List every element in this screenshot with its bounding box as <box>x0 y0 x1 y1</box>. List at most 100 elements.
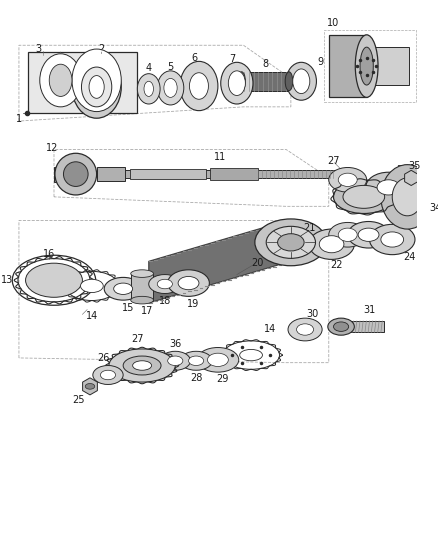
Ellipse shape <box>190 72 208 99</box>
Ellipse shape <box>377 180 400 195</box>
Ellipse shape <box>240 350 262 361</box>
Ellipse shape <box>197 348 239 372</box>
Text: 17: 17 <box>141 305 153 316</box>
Text: 12: 12 <box>46 143 58 152</box>
Ellipse shape <box>392 178 423 216</box>
Ellipse shape <box>266 227 315 259</box>
Ellipse shape <box>72 55 121 118</box>
Ellipse shape <box>228 71 245 95</box>
Text: 35: 35 <box>408 160 420 171</box>
Bar <box>131 273 153 300</box>
Ellipse shape <box>180 61 218 111</box>
Bar <box>130 169 205 179</box>
Ellipse shape <box>370 224 415 255</box>
Text: 7: 7 <box>229 53 235 63</box>
Ellipse shape <box>360 47 373 85</box>
Text: 26: 26 <box>97 353 110 363</box>
Ellipse shape <box>138 74 160 104</box>
Text: 2: 2 <box>98 44 105 54</box>
Text: 32: 32 <box>339 168 351 178</box>
Bar <box>417 210 430 222</box>
Bar <box>97 167 125 181</box>
Ellipse shape <box>25 263 82 297</box>
Ellipse shape <box>343 185 385 208</box>
Ellipse shape <box>168 270 209 296</box>
Text: 31: 31 <box>364 305 376 314</box>
Ellipse shape <box>288 318 322 341</box>
Ellipse shape <box>319 236 344 253</box>
Ellipse shape <box>338 228 357 241</box>
Ellipse shape <box>178 277 199 290</box>
Ellipse shape <box>338 173 357 187</box>
Text: 15: 15 <box>122 303 134 313</box>
Ellipse shape <box>123 356 161 375</box>
Ellipse shape <box>40 54 81 107</box>
Ellipse shape <box>278 233 304 251</box>
Ellipse shape <box>238 72 245 91</box>
Ellipse shape <box>285 72 293 91</box>
Ellipse shape <box>157 279 173 289</box>
Ellipse shape <box>358 228 379 241</box>
Text: 11: 11 <box>214 152 226 162</box>
Ellipse shape <box>131 296 153 304</box>
Ellipse shape <box>329 222 367 247</box>
Ellipse shape <box>109 349 175 382</box>
Ellipse shape <box>333 180 394 214</box>
Bar <box>341 321 384 333</box>
Ellipse shape <box>309 229 354 260</box>
Bar <box>54 166 76 182</box>
Text: 34: 34 <box>430 203 438 213</box>
Ellipse shape <box>93 366 123 384</box>
Bar <box>329 35 367 98</box>
Ellipse shape <box>149 274 181 294</box>
Ellipse shape <box>180 351 212 370</box>
Bar <box>417 172 430 183</box>
Text: 28: 28 <box>190 373 202 383</box>
Ellipse shape <box>100 370 116 379</box>
Bar <box>242 72 289 91</box>
Ellipse shape <box>333 322 349 332</box>
Ellipse shape <box>89 76 104 98</box>
Text: 22: 22 <box>356 225 368 235</box>
FancyBboxPatch shape <box>28 52 138 114</box>
Ellipse shape <box>366 172 411 203</box>
Ellipse shape <box>144 81 153 96</box>
Ellipse shape <box>221 62 253 104</box>
Text: 23: 23 <box>379 239 392 249</box>
Ellipse shape <box>328 318 354 335</box>
Text: 8: 8 <box>262 59 268 69</box>
Text: 20: 20 <box>251 258 264 268</box>
FancyBboxPatch shape <box>371 47 409 85</box>
Ellipse shape <box>164 78 177 98</box>
Text: 24: 24 <box>403 252 416 262</box>
Text: 4: 4 <box>146 63 152 73</box>
Ellipse shape <box>64 162 88 187</box>
Ellipse shape <box>329 167 367 192</box>
Ellipse shape <box>114 283 133 294</box>
Text: 16: 16 <box>43 249 55 259</box>
Text: 19: 19 <box>187 299 199 309</box>
Text: 33: 33 <box>396 165 409 175</box>
Text: 10: 10 <box>327 19 339 28</box>
Bar <box>210 168 258 180</box>
Ellipse shape <box>85 384 95 389</box>
Ellipse shape <box>157 71 184 105</box>
Ellipse shape <box>188 356 204 366</box>
Ellipse shape <box>168 356 183 366</box>
Polygon shape <box>149 222 284 303</box>
Text: 14: 14 <box>264 324 276 334</box>
Text: 6: 6 <box>191 53 197 62</box>
Text: 21: 21 <box>304 223 316 233</box>
Text: 1: 1 <box>16 114 22 124</box>
Ellipse shape <box>355 35 378 98</box>
Text: 13: 13 <box>0 275 13 285</box>
Text: 27: 27 <box>131 334 144 344</box>
Ellipse shape <box>104 277 142 300</box>
Ellipse shape <box>49 64 72 96</box>
Text: 9: 9 <box>317 58 323 67</box>
Ellipse shape <box>81 279 103 293</box>
Ellipse shape <box>160 351 191 370</box>
Ellipse shape <box>348 222 389 248</box>
Bar <box>97 171 338 178</box>
Text: 3: 3 <box>35 44 41 54</box>
